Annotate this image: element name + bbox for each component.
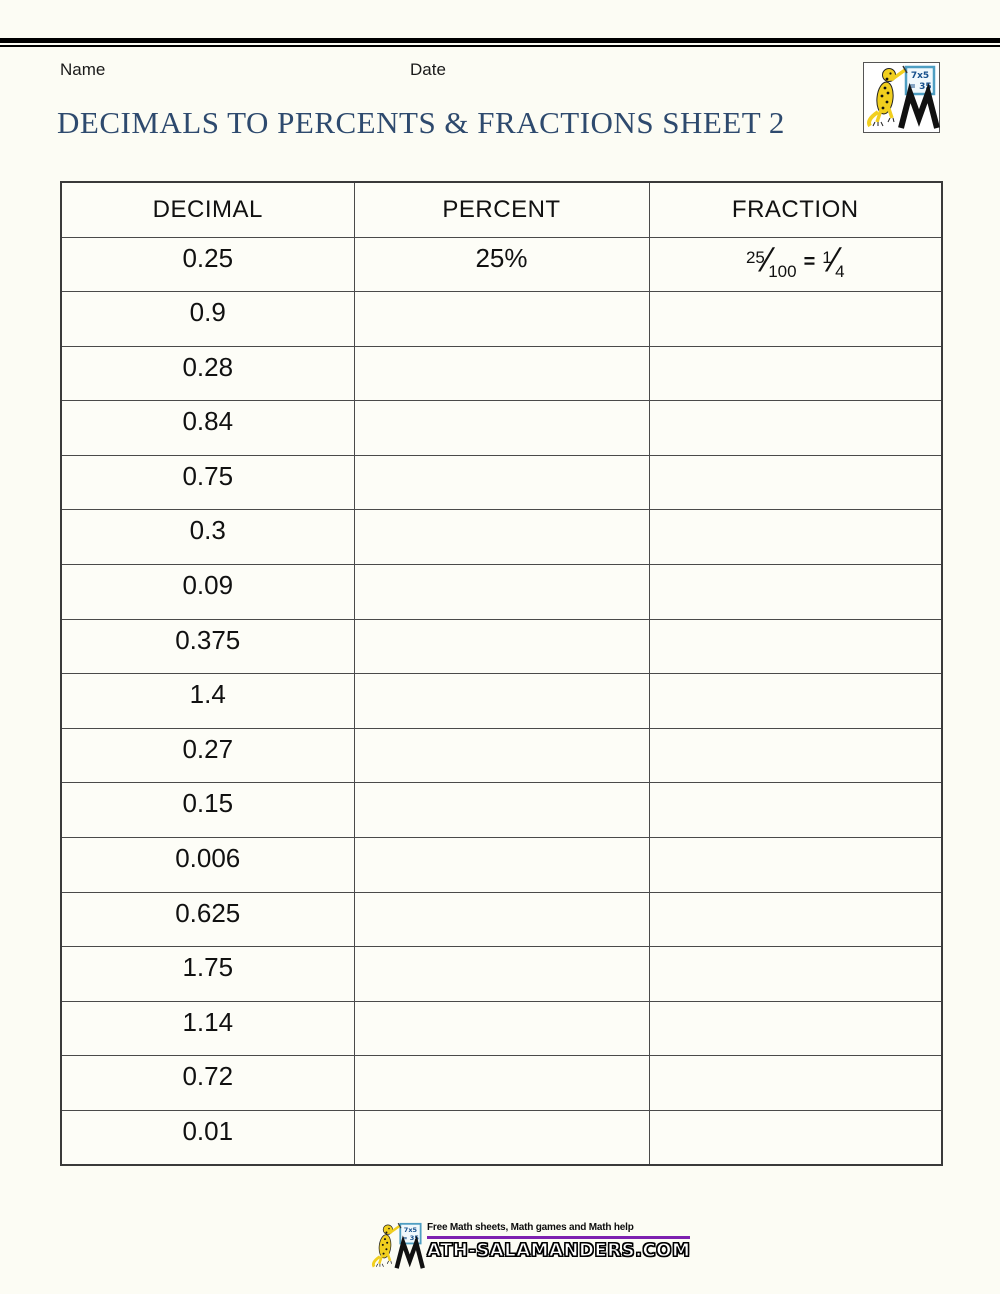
percent-answer-cell[interactable] [353,564,650,620]
fraction-slash: ⁄ [763,240,770,279]
footer-salamander-logo [369,1220,425,1272]
percent-answer-cell[interactable] [353,946,650,1002]
name-label: Name [60,60,106,79]
equals-sign: = [803,250,816,273]
top-divider [0,38,1000,47]
logo-m-mark [898,82,940,129]
percent-answer-cell[interactable] [353,291,650,347]
footer-site-text: ATH-SALAMANDERS.COM [426,1239,691,1261]
table-row: 1.75 [60,946,943,1002]
fraction-slash: ⁄ [830,240,837,279]
date-label: Date [410,60,446,79]
page-title: DECIMALS TO PERCENTS & FRACTIONS SHEET 2 [57,105,785,140]
footer-text-block: Free Math sheets, Math games and Math he… [426,1214,691,1262]
fraction-answer-cell[interactable] [648,782,943,839]
percent-answer-cell[interactable] [353,1055,650,1111]
fraction-answer-cell[interactable] [648,673,943,729]
decimal-cell: 0.625 [60,891,355,948]
decimal-cell: 0.27 [60,727,355,784]
example-row: 0.25 25% 25⁄100 = 1⁄4 [60,236,943,293]
footer: Free Math sheets, Math games and Math he… [369,1214,690,1272]
decimal-cell: 0.28 [60,345,355,402]
percent-answer-cell[interactable] [353,782,650,839]
decimal-cell: 0.15 [60,782,355,839]
percent-answer-cell[interactable] [353,891,650,948]
table-row: 0.09 [60,564,943,620]
table-row: 0.84 [60,400,943,456]
fraction-numerator: 25 [745,247,765,267]
fraction-answer-cell[interactable] [648,291,943,347]
fraction-cell: 25⁄100 = 1⁄4 [648,236,943,293]
percent-answer-cell[interactable] [353,400,650,456]
decimal-cell: 0.01 [60,1110,355,1166]
salamander-icon [867,65,908,128]
column-header-decimal: DECIMAL [60,181,355,238]
decimal-cell: 0.25 [60,236,355,293]
percent-answer-cell[interactable] [353,837,650,893]
footer-divider [427,1236,691,1239]
header-row: DECIMAL PERCENT FRACTION [60,181,943,238]
table-row: 0.375 [60,618,943,675]
fraction-denominator: 4 [835,261,845,281]
percent-answer-cell[interactable] [353,618,650,675]
decimal-cell: 1.14 [60,1000,355,1057]
fraction-denominator: 100 [768,261,797,281]
percent-answer-cell[interactable] [353,727,650,784]
fraction-answer-cell[interactable] [648,454,943,511]
fraction-numerator: 1 [822,247,832,267]
logo-board-line2: = 35 [908,82,931,92]
fraction-answer-cell[interactable] [648,564,943,620]
percent-answer-cell[interactable] [353,1110,650,1166]
fraction-answer-cell[interactable] [648,1110,943,1166]
fraction-answer-cell[interactable] [648,1055,943,1111]
table-row: 0.9 [60,291,943,347]
table-row: 0.006 [60,837,943,893]
table-row: 1.14 [60,1000,943,1057]
decimal-cell: 0.84 [60,400,355,456]
decimal-cell: 0.09 [60,564,355,620]
decimal-cell: 0.006 [60,837,355,893]
footer-tagline: Free Math sheets, Math games and Math he… [427,1222,634,1233]
fraction-answer-cell[interactable] [648,345,943,402]
table-row: 0.72 [60,1055,943,1111]
table-row: 0.15 [60,782,943,839]
decimal-cell: 0.375 [60,618,355,675]
percent-answer-cell[interactable] [353,509,650,566]
table-row: 1.4 [60,673,943,729]
column-header-percent: PERCENT [353,181,650,238]
percent-cell: 25% [353,236,650,293]
percent-answer-cell[interactable] [353,673,650,729]
fraction-answer-cell[interactable] [648,946,943,1002]
logo-board-line1: 7x5 [911,71,929,81]
table-row: 0.3 [60,509,943,566]
fraction-answer-cell[interactable] [648,618,943,675]
decimal-cell: 0.75 [60,454,355,511]
fraction-answer-cell[interactable] [648,400,943,456]
math-salamanders-logo: 7x5 = 35 [863,62,940,133]
fraction-answer-cell[interactable] [648,837,943,893]
table-row: 0.27 [60,727,943,784]
table-row: 0.01 [60,1110,943,1166]
fraction-example: 25⁄100 = 1⁄4 [745,241,845,281]
table-row: 0.28 [60,345,943,402]
percent-answer-cell[interactable] [353,454,650,511]
percent-answer-cell[interactable] [353,345,650,402]
fraction-answer-cell[interactable] [648,727,943,784]
column-header-fraction: FRACTION [648,181,943,238]
decimal-cell: 1.75 [60,946,355,1002]
decimal-cell: 0.3 [60,509,355,566]
percent-answer-cell[interactable] [353,1000,650,1057]
table-row: 0.75 [60,454,943,511]
fraction-answer-cell[interactable] [648,509,943,566]
fraction-answer-cell[interactable] [648,1000,943,1057]
table-row: 0.625 [60,891,943,948]
conversion-table: DECIMAL PERCENT FRACTION 0.25 25% 25⁄100… [60,181,943,1167]
decimal-cell: 0.9 [60,291,355,347]
decimal-cell: 1.4 [60,673,355,729]
decimal-cell: 0.72 [60,1055,355,1111]
fraction-answer-cell[interactable] [648,891,943,948]
